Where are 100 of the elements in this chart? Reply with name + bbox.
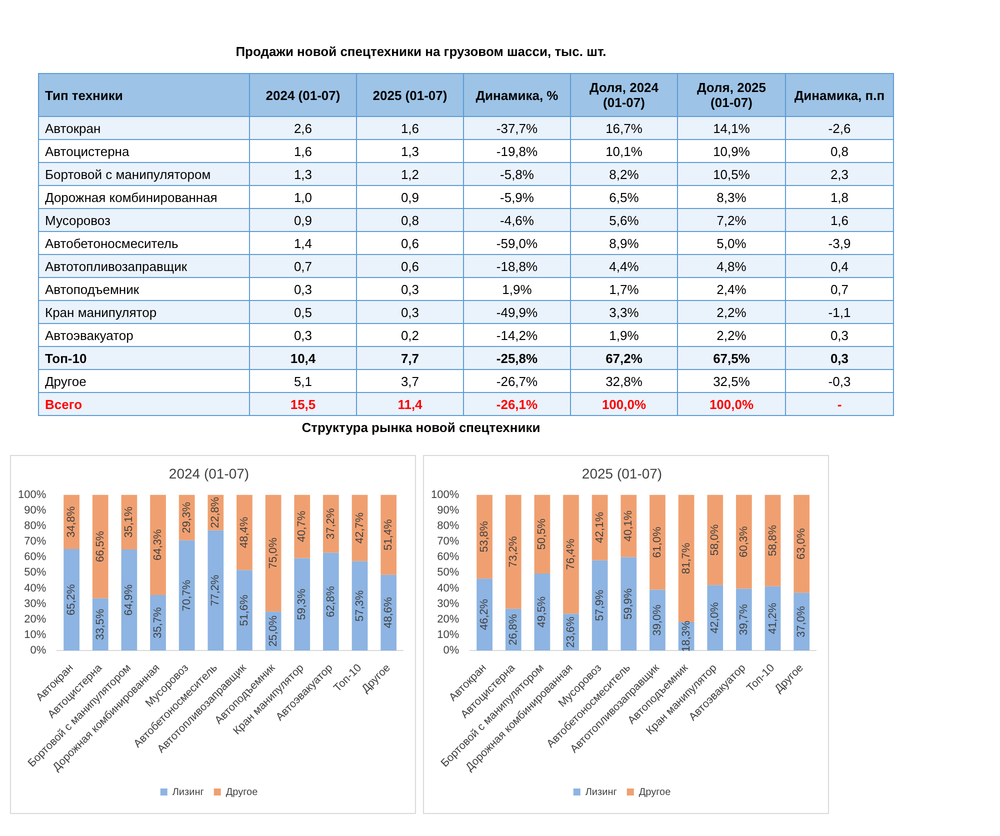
chart-title: 2024 (01-07) xyxy=(168,465,250,482)
data-label: 33,5% xyxy=(94,608,106,640)
data-label: 58,8% xyxy=(766,524,779,556)
data-label: 58,0% xyxy=(709,524,722,556)
text: 32,5% xyxy=(713,374,750,388)
data-label: 37,2% xyxy=(324,508,337,540)
data-label: 23,6% xyxy=(565,616,578,648)
y-tick-label: 10% xyxy=(437,629,460,642)
data-label: 57,9% xyxy=(594,590,606,622)
y-tick-label: 30% xyxy=(437,598,460,610)
data-label: 48,6% xyxy=(382,596,395,628)
y-tick-label: 40% xyxy=(437,582,460,594)
bar xyxy=(476,494,492,579)
y-tick-label: 70% xyxy=(24,536,46,548)
category-label: Тип техники xyxy=(38,74,250,116)
data-label: 39,0% xyxy=(652,604,664,636)
text: -0,3 xyxy=(828,374,851,388)
text: 0,3 xyxy=(400,304,420,320)
text: -5,8% xyxy=(500,166,534,182)
category-label: Автоэвакуатор xyxy=(45,328,134,342)
text: 15,5 xyxy=(290,396,316,412)
bar xyxy=(380,574,397,651)
category-label: Динамика, % xyxy=(464,74,570,116)
text: 0,6 xyxy=(400,236,420,250)
text: -1,1 xyxy=(828,304,851,320)
text: 67,5% xyxy=(713,350,750,366)
text: 0,8 xyxy=(400,212,420,228)
bar xyxy=(92,494,108,598)
text: 5,1 xyxy=(294,374,312,388)
y-tick-label: 90% xyxy=(437,504,460,516)
data-label: 75,0% xyxy=(267,537,280,569)
bar xyxy=(592,560,608,651)
data-label: 57,3% xyxy=(354,590,366,622)
data-label: 73,2% xyxy=(507,536,520,568)
text: 1,2 xyxy=(400,166,420,182)
text: 1,6 xyxy=(830,212,849,228)
data-label: 70,7% xyxy=(180,580,193,612)
data-label: 59,3% xyxy=(296,588,308,620)
data-label: 63,0% xyxy=(796,528,808,560)
category-label: Мусоровоз xyxy=(45,212,110,228)
text: 8,9% xyxy=(609,236,639,250)
text: -3,9 xyxy=(828,236,851,250)
y-tick-label: 50% xyxy=(437,566,460,579)
text: 4,8% xyxy=(716,258,746,274)
text: 14,1% xyxy=(713,120,750,136)
text: 2,2% xyxy=(716,304,746,320)
bar xyxy=(121,549,138,651)
bar xyxy=(794,494,810,593)
data-label: 64,3% xyxy=(152,529,164,560)
data-label: 34,8% xyxy=(66,506,78,538)
text: 0,5 xyxy=(294,304,312,320)
chart-title: 2025 (01-07) xyxy=(582,465,662,482)
text: 8,3% xyxy=(716,190,746,204)
y-tick-label: 80% xyxy=(437,520,460,532)
text: 0,9 xyxy=(400,190,420,204)
data-label: 37,0% xyxy=(796,606,808,638)
category-label: 2025 (01-07) xyxy=(356,74,464,116)
data-label: 42,1% xyxy=(594,512,606,544)
category-label: Автоподъемник xyxy=(45,282,140,296)
text: Продажи новой спецтехники на грузовом шасси, тыс. шт. xyxy=(234,44,608,59)
bar xyxy=(736,494,752,589)
data-label: 77,2% xyxy=(210,574,222,606)
text: 6,5% xyxy=(609,190,639,204)
category-label: Дорожная комбинированная xyxy=(45,190,218,204)
text: 32,8% xyxy=(606,374,642,388)
text: 5,0% xyxy=(716,236,746,250)
text: 2,6 xyxy=(294,120,312,136)
text: 0,3 xyxy=(830,328,849,342)
bar xyxy=(178,540,195,651)
text: -18,8% xyxy=(496,258,538,274)
text: 1,9% xyxy=(609,328,639,342)
y-tick-label: 50% xyxy=(24,566,46,579)
data-label: 48,4% xyxy=(238,516,251,548)
text: -25,8% xyxy=(496,350,538,366)
y-tick-label: 100% xyxy=(430,488,460,501)
text: 8,2% xyxy=(609,166,639,182)
text: 3,3% xyxy=(609,304,639,320)
text: 0,4 xyxy=(830,258,849,274)
bar xyxy=(236,494,252,570)
data-label: 51,4% xyxy=(382,519,395,550)
bar xyxy=(707,494,724,586)
data-label: 61,0% xyxy=(652,526,664,558)
text: 0,3 xyxy=(294,282,312,296)
bar xyxy=(678,494,694,622)
bar xyxy=(294,558,310,651)
text: 100,0% xyxy=(602,396,646,412)
data-label: 49,5% xyxy=(536,596,548,628)
data-label: 66,5% xyxy=(94,530,106,562)
text: 0,9 xyxy=(294,212,312,228)
data-label: 22,8% xyxy=(210,496,222,528)
text: -26,1% xyxy=(496,396,538,412)
data-label: 35,7% xyxy=(152,606,164,638)
data-label: 60,3% xyxy=(738,526,750,558)
text: -37,7% xyxy=(496,120,538,136)
text: -19,8% xyxy=(496,144,538,158)
bar xyxy=(150,494,166,595)
data-label: 29,3% xyxy=(180,502,193,534)
legend-label: Лизинг xyxy=(172,786,204,798)
text: 1,3 xyxy=(294,166,312,182)
y-tick-label: 70% xyxy=(437,536,460,548)
